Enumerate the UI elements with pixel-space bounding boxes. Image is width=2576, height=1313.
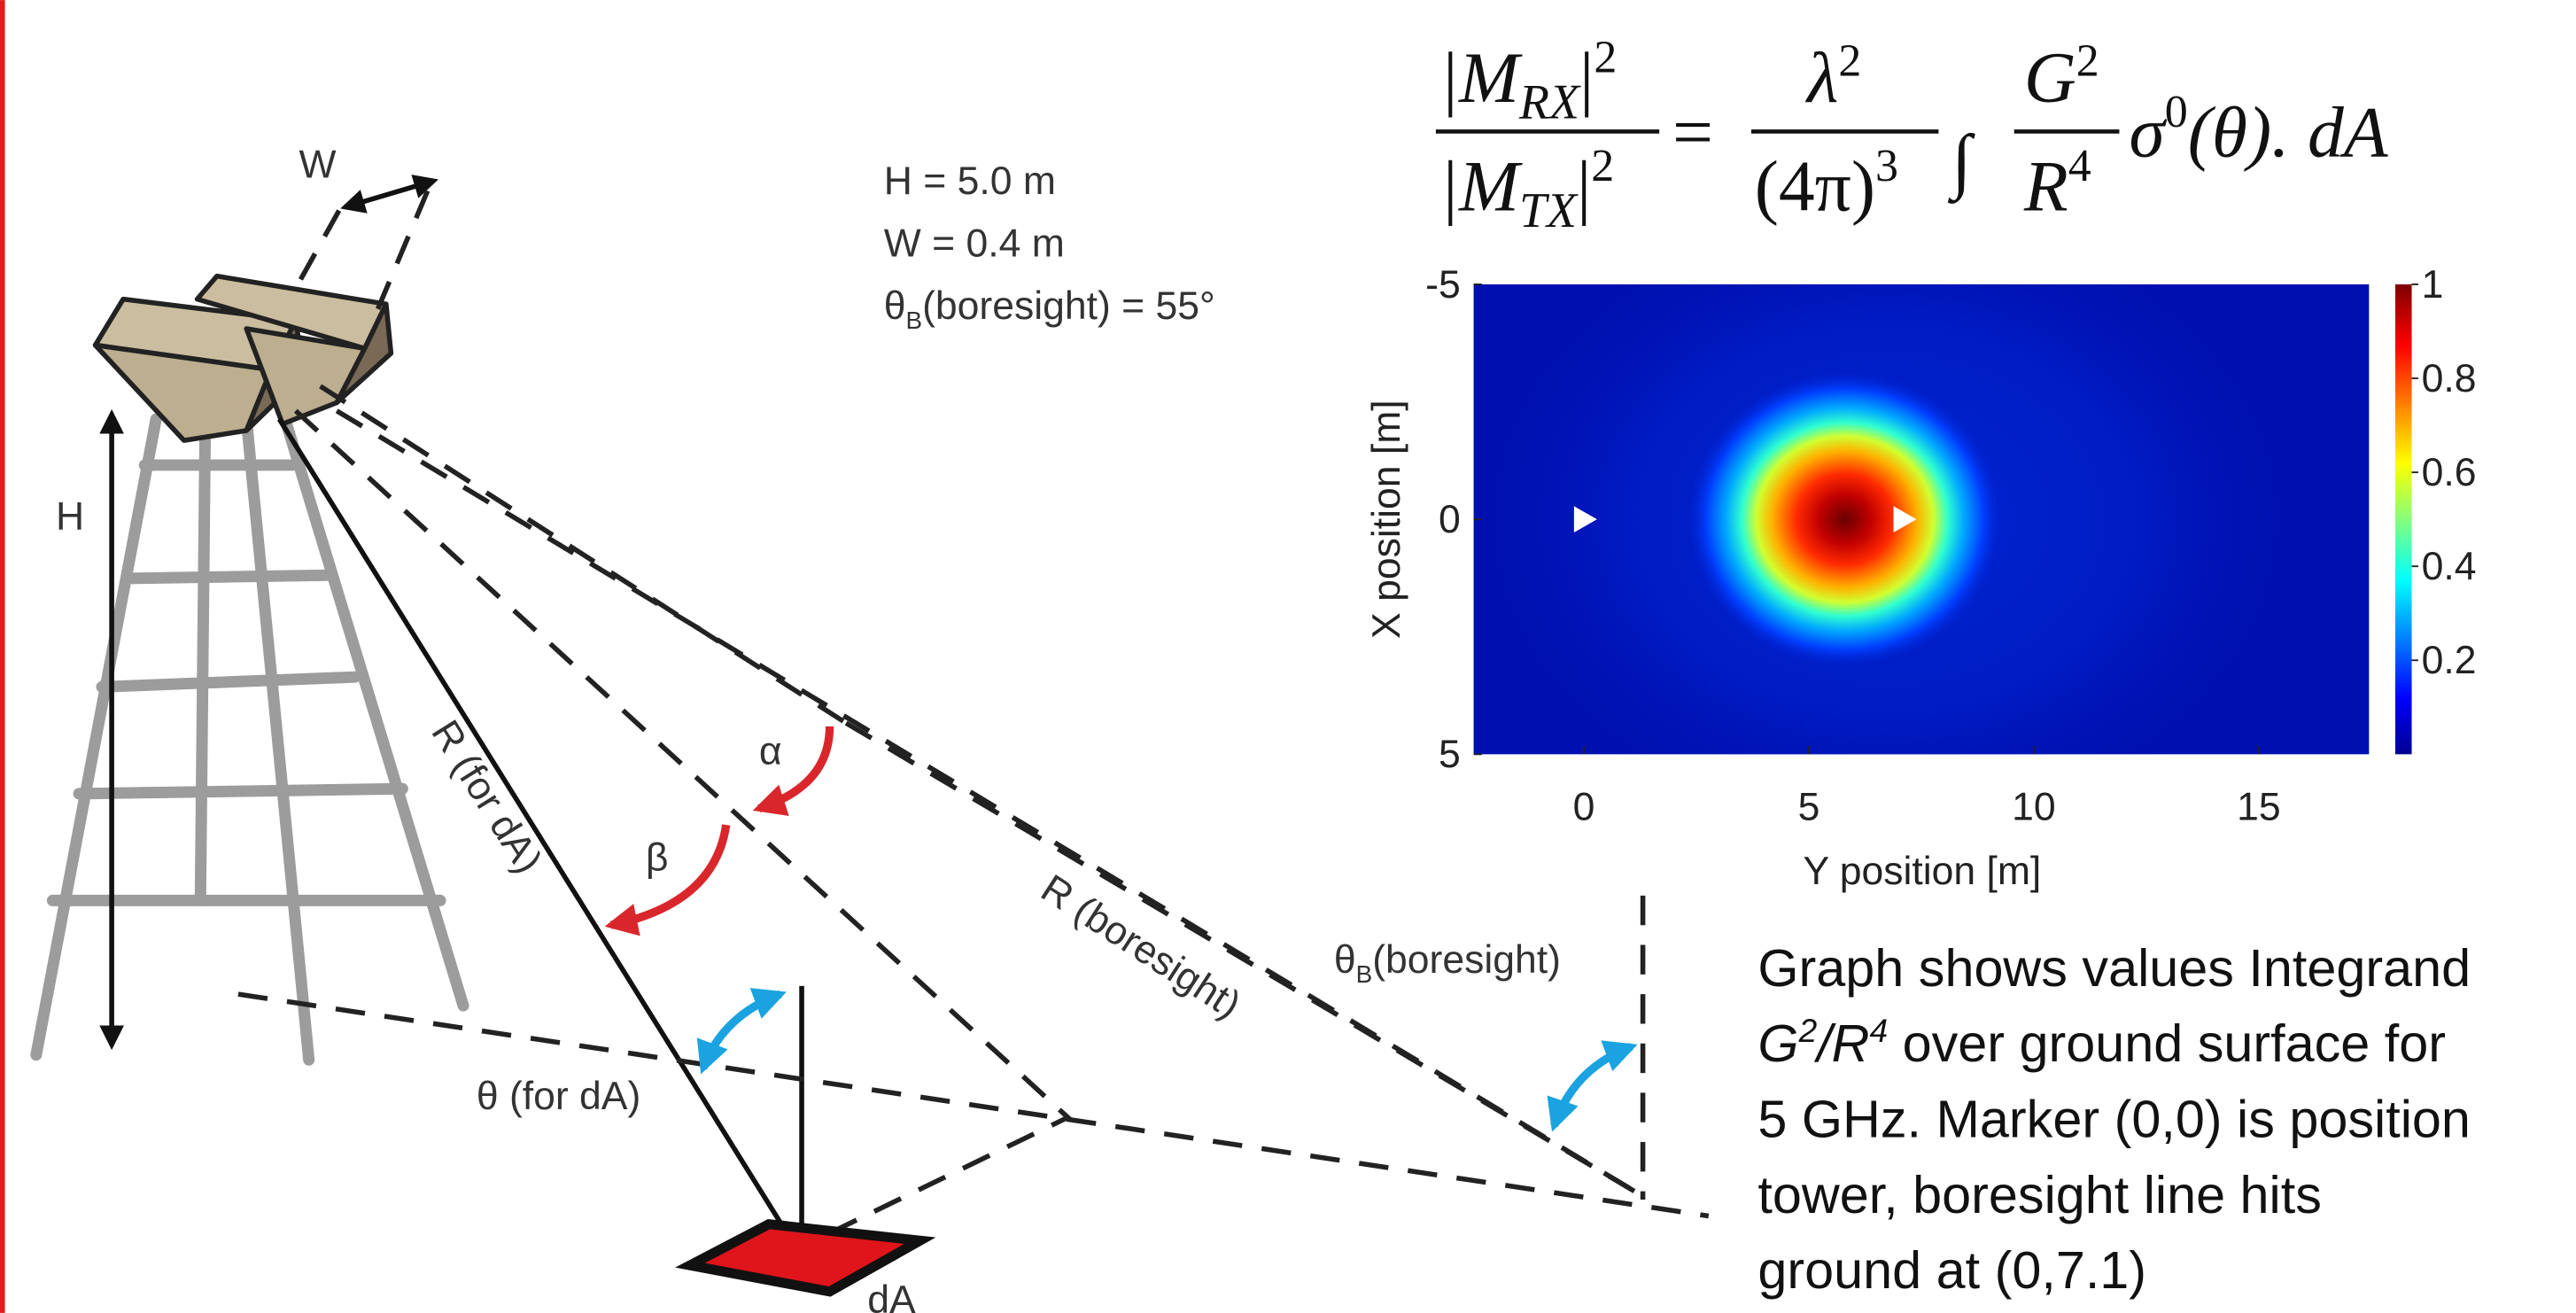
- subscript: B: [1356, 960, 1373, 988]
- beta-arrow: [611, 825, 726, 925]
- eq-token: λ: [1805, 37, 1838, 118]
- da-label: dA: [867, 1278, 916, 1313]
- eq-token: 4: [2068, 141, 2091, 191]
- colorbar-tick-label: 1: [2422, 263, 2444, 307]
- svg-text:(4π)3: (4π)3: [1755, 141, 1898, 226]
- svg-text:|MRX|2: |MRX|2: [1439, 33, 1618, 130]
- y-axis-label: X position [m]: [1365, 400, 1408, 639]
- theta-b-label: θB(boresight): [1334, 938, 1561, 988]
- eq-token: 2: [1594, 33, 1617, 83]
- x-axis-label: Y position [m]: [1803, 850, 2041, 893]
- eq-token: R: [2023, 145, 2068, 226]
- caption-line: tower, boresight line hits: [1757, 1165, 2321, 1224]
- eq-token: 3: [1875, 141, 1898, 191]
- left-border: [0, 0, 5, 1313]
- colorbar-tick-label: 0.2: [2422, 639, 2477, 682]
- x-tick-label: 10: [2012, 786, 2056, 829]
- eq-token: G: [2024, 37, 2076, 118]
- caption-token: G: [1757, 1014, 1798, 1073]
- heatmap: [1459, 190, 2313, 848]
- theta-b-arrow: [1554, 1046, 1631, 1125]
- svg-text:G2: G2: [2024, 35, 2099, 118]
- colorbar-tick-label: 0.8: [2422, 357, 2477, 400]
- caption-token: 2: [1798, 1012, 1818, 1049]
- x-tick-label: 15: [2237, 786, 2281, 829]
- theta-da-label: θ (for dA): [477, 1075, 640, 1118]
- eq-token: ∫: [1947, 120, 1975, 204]
- y-tick-label: -5: [1425, 263, 1461, 307]
- r-boresight-label: R (boresight): [1034, 866, 1248, 1027]
- eq-token: (4π): [1755, 145, 1875, 226]
- page: W H α β R (for dA) θ (for dA) R (boresig…: [0, 0, 2576, 1313]
- peak: [1684, 369, 2006, 671]
- caption-token: 4: [1870, 1012, 1889, 1049]
- eq-token: 2: [1591, 141, 1614, 191]
- param-theta-text: (boresight) = 55°: [922, 284, 1215, 328]
- eq-token: |: [1577, 145, 1591, 226]
- caption-line: ground at (0,7.1): [1757, 1240, 2146, 1300]
- caption-line: 5 GHz. Marker (0,0) is position: [1757, 1089, 2470, 1148]
- caption-token: over ground surface for: [1888, 1014, 2446, 1073]
- x-tick-label: 5: [1798, 786, 1820, 829]
- alpha-label: α: [759, 729, 782, 773]
- r-line: [279, 419, 796, 1249]
- eq-token: |: [1579, 37, 1594, 118]
- eq-token: |M: [1439, 145, 1523, 226]
- param-h: H = 5.0 m: [884, 159, 1056, 203]
- param-theta: θB(boresight) = 55°: [884, 284, 1215, 334]
- y-tick-label: 5: [1439, 733, 1461, 776]
- caption-line: Graph shows values Integrand: [1757, 938, 2471, 998]
- colorbar-tick-label: 0.6: [2422, 451, 2477, 494]
- beta-label: β: [646, 836, 669, 880]
- subscript: B: [906, 307, 923, 334]
- theta: θ: [1334, 938, 1356, 982]
- x-tick-label: 0: [1573, 786, 1595, 829]
- svg-text:λ2: λ2: [1805, 35, 1861, 118]
- param-w: W = 0.4 m: [884, 221, 1065, 265]
- h-label: H: [56, 494, 84, 538]
- eq-token: σ: [2130, 91, 2168, 172]
- eq-token: =: [1672, 91, 1713, 172]
- svg-text:R4: R4: [2023, 141, 2091, 226]
- eq-token: TX: [1519, 183, 1579, 238]
- colorbar: [2395, 284, 2412, 754]
- eq-token: 2: [1838, 35, 1861, 86]
- colorbar-tick-label: 0.4: [2422, 545, 2477, 588]
- eq-token: 0: [2165, 87, 2188, 137]
- caption-token: /R: [1813, 1014, 1869, 1073]
- caption-line: G2/R4 over ground surface for: [1757, 1012, 2446, 1073]
- svg-text:σ0(θ). dA: σ0(θ). dA: [2130, 87, 2389, 172]
- eq-token: (θ). dA: [2188, 91, 2389, 172]
- theta: θ: [884, 284, 906, 328]
- y-tick-label: 0: [1439, 498, 1461, 541]
- tower: [36, 411, 463, 1060]
- svg-text:|MTX|2: |MTX|2: [1439, 141, 1615, 238]
- theta-arrow: [703, 994, 780, 1068]
- equation: |MRX|2 |MTX|2 = λ2 (4π)3 ∫ G2 R4 σ0(θ). …: [1436, 33, 2389, 238]
- theta-b-text: (boresight): [1372, 938, 1561, 982]
- eq-token: |M: [1439, 37, 1523, 118]
- caption: Graph shows values Integrand G2/R4 over …: [1757, 938, 2471, 1300]
- eq-token: RX: [1518, 75, 1581, 130]
- w-label: W: [299, 143, 337, 186]
- eq-token: 2: [2076, 35, 2099, 86]
- r-da-label: R (for dA): [423, 713, 550, 882]
